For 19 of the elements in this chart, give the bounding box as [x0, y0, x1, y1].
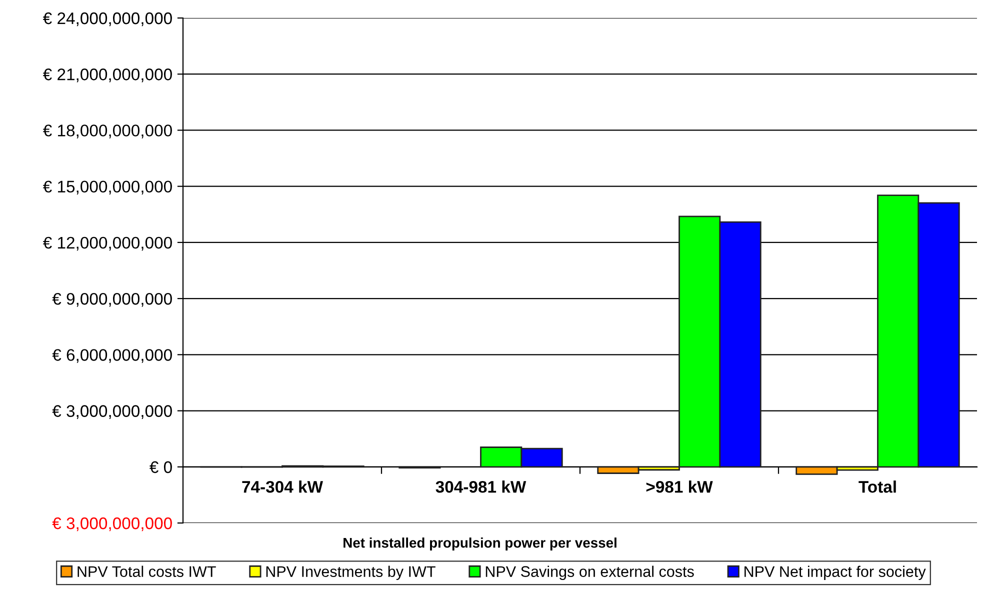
y-tick-label: € 3,000,000,000 — [52, 517, 172, 532]
x-tick-label: 304-981 kW — [436, 480, 526, 493]
y-tick-label: € 9,000,000,000 — [52, 292, 172, 307]
y-tick-label: € 21,000,000,000 — [42, 68, 172, 82]
y-tick-label: € 12,000,000,000 — [42, 236, 172, 251]
y-tick-label: € 0 — [150, 461, 172, 474]
y-tick-label: € 6,000,000,000 — [52, 349, 172, 363]
x-tick-label: Total — [858, 480, 896, 493]
x-axis-title: Net installed propulsion power per vessel — [344, 538, 616, 550]
legend-label: NPV Total costs IWT — [78, 566, 216, 577]
legend-label: NPV Net impact for society — [744, 566, 926, 580]
x-tick-label: >981 kW — [646, 480, 713, 493]
legend-label: NPV Savings on external costs — [486, 566, 694, 580]
y-tick-label: € 3,000,000,000 — [52, 405, 172, 419]
legend-label: NPV Investments by IWT — [266, 566, 436, 580]
x-tick-label: 74-304 kW — [242, 480, 323, 493]
y-tick-label: € 24,000,000,000 — [42, 12, 172, 26]
y-tick-label: € 15,000,000,000 — [42, 180, 172, 195]
y-tick-label: € 18,000,000,000 — [42, 124, 172, 138]
